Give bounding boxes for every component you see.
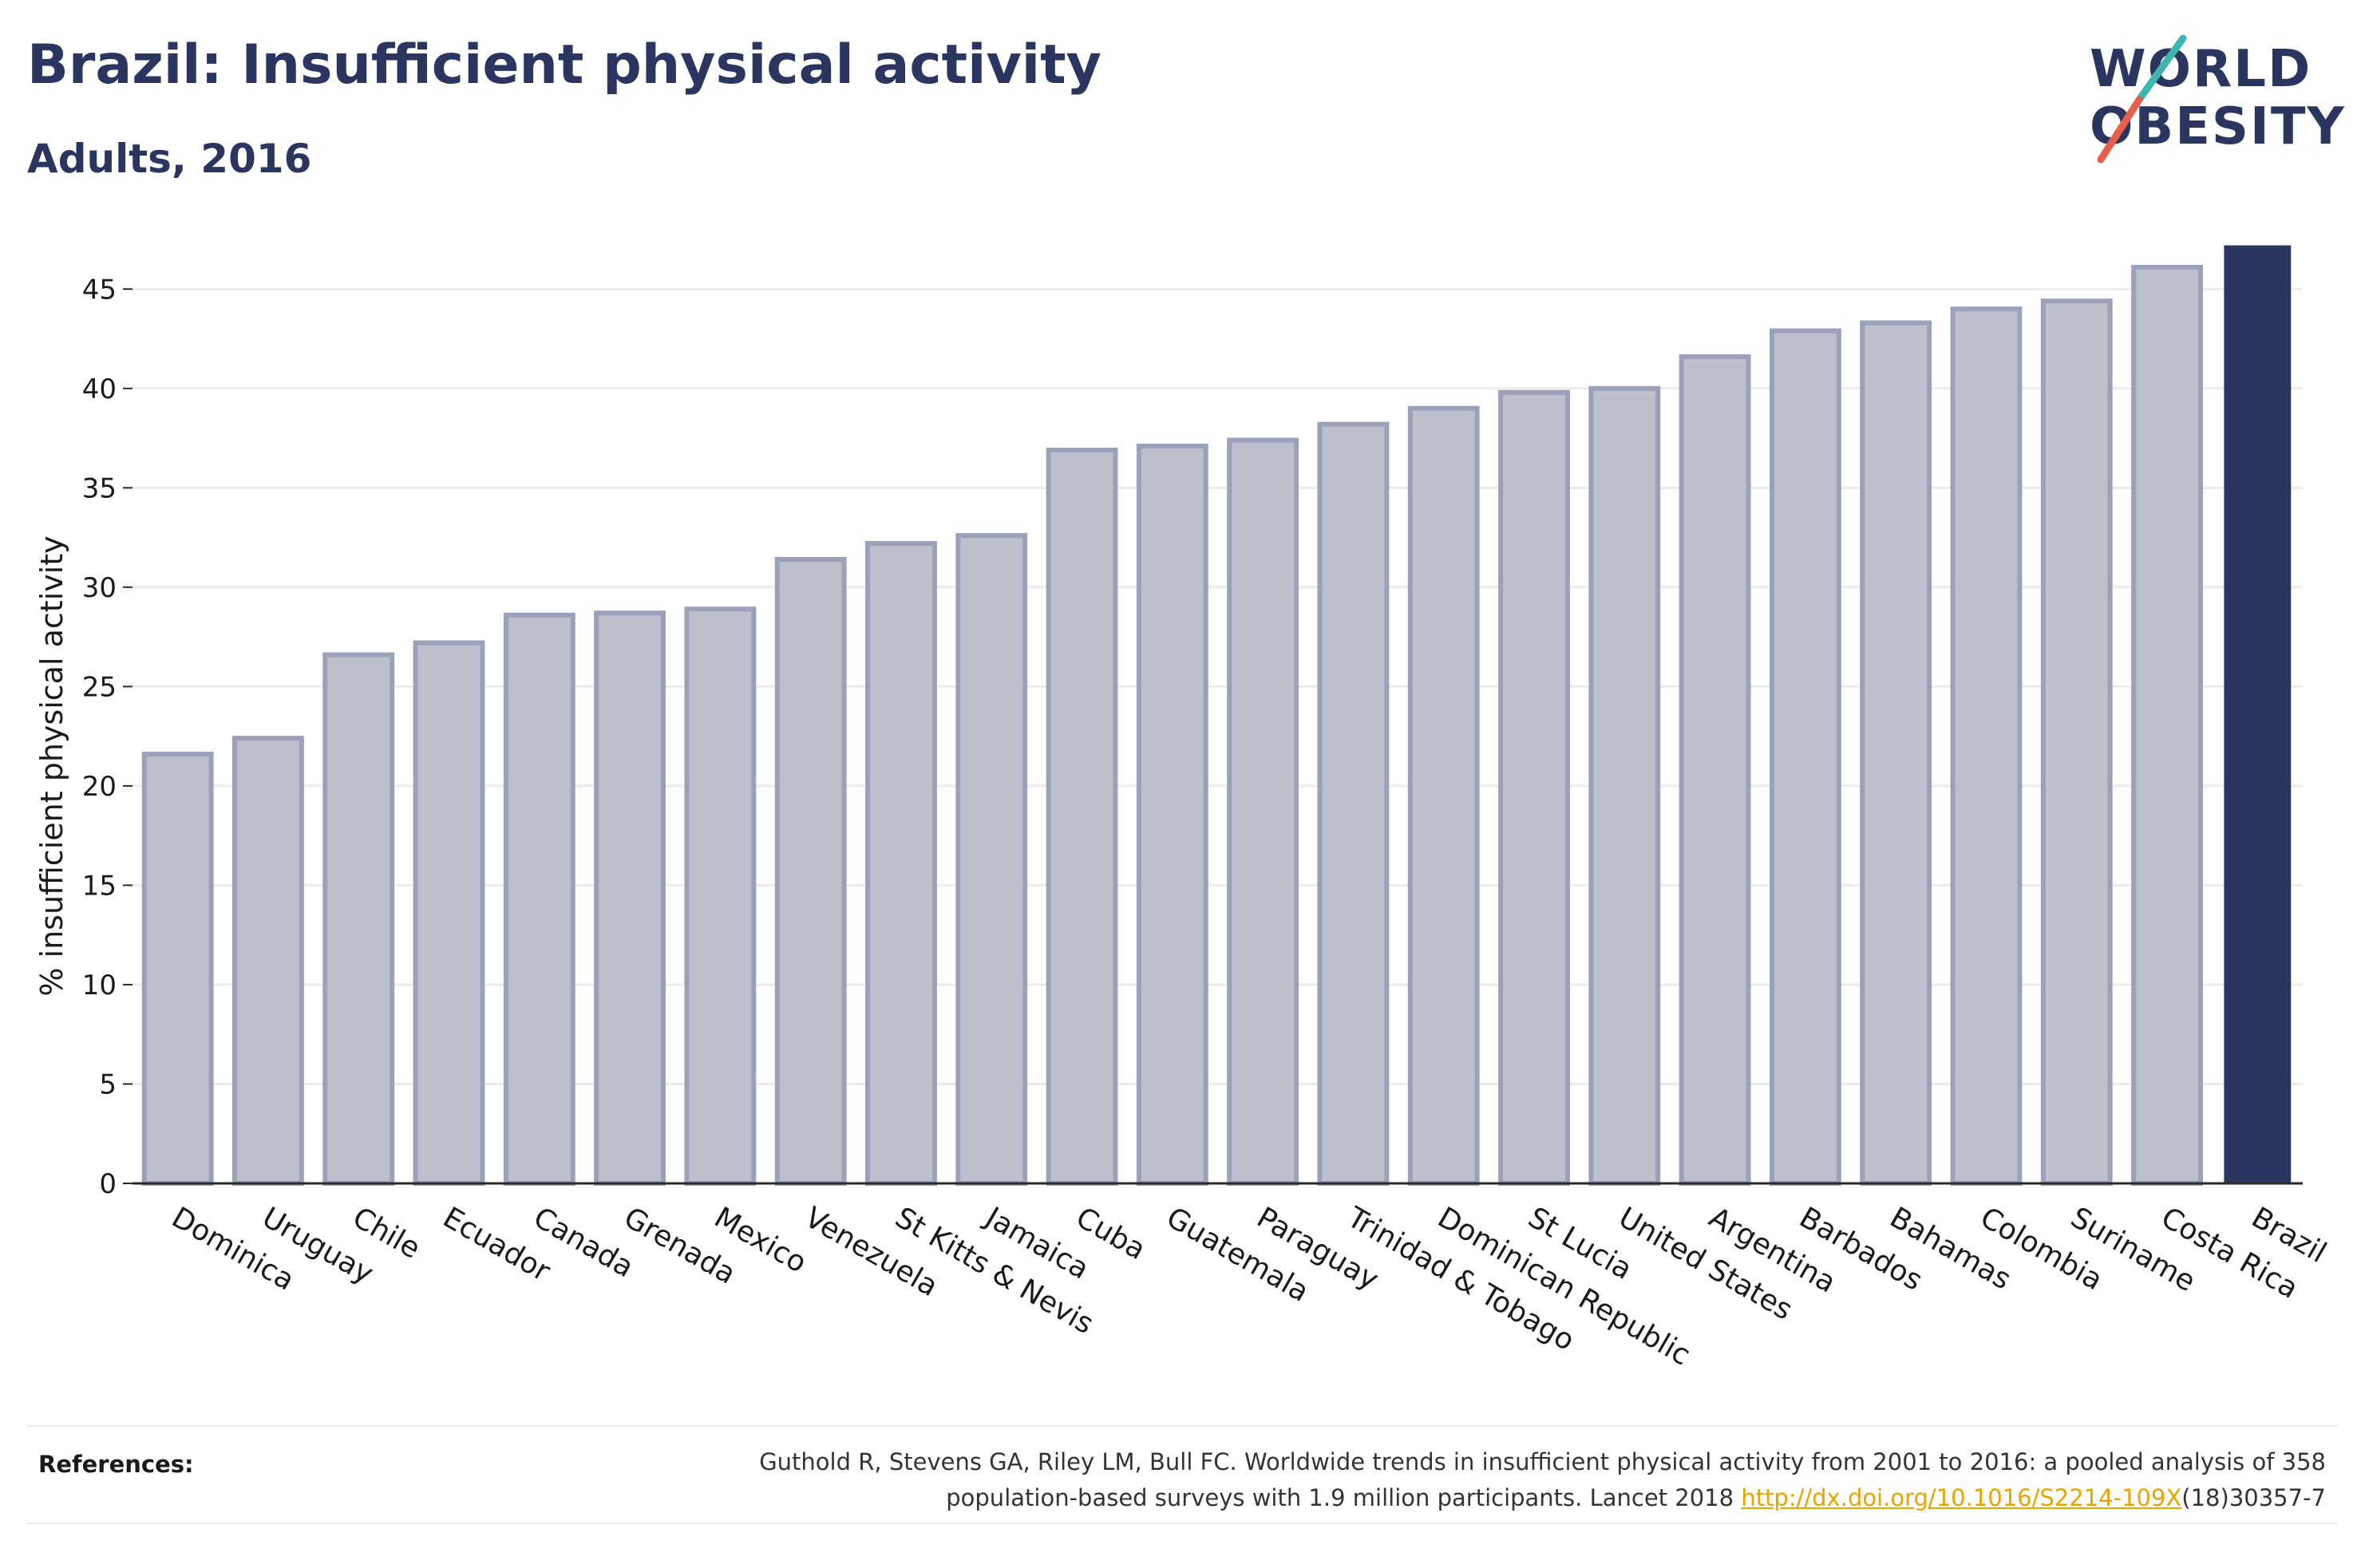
bar-chile [322, 652, 395, 1186]
logo-line1: WORLD [2090, 40, 2312, 99]
bar-suriname [2040, 298, 2113, 1187]
bar-argentina [1679, 353, 1751, 1186]
y-tick-label: 15 [82, 870, 117, 902]
bar-uruguay [232, 736, 304, 1186]
y-tick-label: 25 [82, 671, 117, 703]
bar-brazil [2224, 245, 2292, 1184]
y-tick-label: 10 [82, 970, 117, 1001]
citation-line2-prefix: population-based surveys with 1.9 millio… [946, 1484, 1742, 1511]
bar-venezuela [774, 556, 847, 1186]
y-tick-label: 30 [82, 572, 117, 604]
gridlines [132, 287, 2303, 1085]
bar-ecuador [413, 640, 485, 1186]
references-divider-top [27, 1425, 2338, 1427]
bar-dominica [141, 752, 214, 1186]
y-tick-label: 0 [99, 1168, 117, 1200]
bar-guatemala [1136, 444, 1208, 1186]
references-divider-bottom [27, 1523, 2338, 1524]
bar-st-lucia [1498, 389, 1570, 1187]
bar-cuba [1046, 447, 1118, 1186]
bar-united-states [1588, 385, 1661, 1186]
bar-costa-rica [2131, 264, 2203, 1187]
chart-subtitle: Adults, 2016 [27, 136, 312, 182]
y-tick-label: 20 [82, 771, 117, 803]
citation-line2: population-based surveys with 1.9 millio… [570, 1480, 2326, 1516]
y-tick-label: 5 [99, 1068, 117, 1100]
y-tick-label: 35 [82, 472, 117, 504]
references-label: References: [38, 1451, 194, 1478]
citation-line1: Guthold R, Stevens GA, Riley LM, Bull FC… [759, 1448, 2326, 1475]
bars [141, 245, 2292, 1187]
bar-paraguay [1227, 437, 1299, 1186]
doi-link[interactable]: http://dx.doi.org/10.1016/S2214-109X [1741, 1484, 2182, 1511]
bar-grenada [594, 610, 666, 1186]
bar-dominican-republic [1407, 405, 1480, 1186]
y-axis-title: % insufficient physical activity [34, 535, 69, 996]
logo-slash-coral [2097, 96, 2143, 164]
logo-slash-teal [2135, 34, 2187, 104]
bar-st-kitts-nevis [865, 541, 937, 1186]
bar-mexico [684, 606, 757, 1186]
bar-colombia [1950, 306, 2023, 1186]
bar-barbados [1769, 328, 1841, 1186]
chart-title: Brazil: Insufficient physical activity [27, 34, 1101, 97]
citation-line2-suffix: (18)30357-7 [2181, 1484, 2326, 1511]
y-tick-label: 45 [82, 274, 117, 306]
references-citation: Guthold R, Stevens GA, Riley LM, Bull FC… [570, 1444, 2326, 1516]
bar-bahamas [1860, 320, 1932, 1187]
bar-jamaica [955, 533, 1028, 1186]
bar-canada [503, 612, 575, 1186]
world-obesity-logo: WORLD OBESITY [2090, 34, 2344, 164]
bar-trinidad-tobago [1317, 421, 1390, 1186]
y-tick-label: 40 [82, 373, 117, 405]
